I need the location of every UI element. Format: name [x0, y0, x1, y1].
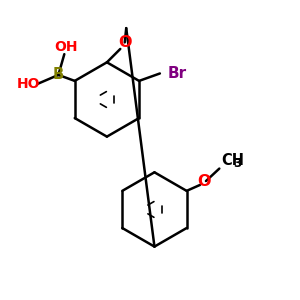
Text: Br: Br	[167, 66, 186, 81]
Text: CH: CH	[221, 153, 244, 168]
Text: O: O	[197, 175, 211, 190]
Text: 3: 3	[234, 157, 242, 170]
Text: B: B	[53, 68, 64, 82]
Text: O: O	[118, 35, 131, 50]
Text: HO: HO	[17, 77, 40, 91]
Text: OH: OH	[54, 40, 78, 54]
